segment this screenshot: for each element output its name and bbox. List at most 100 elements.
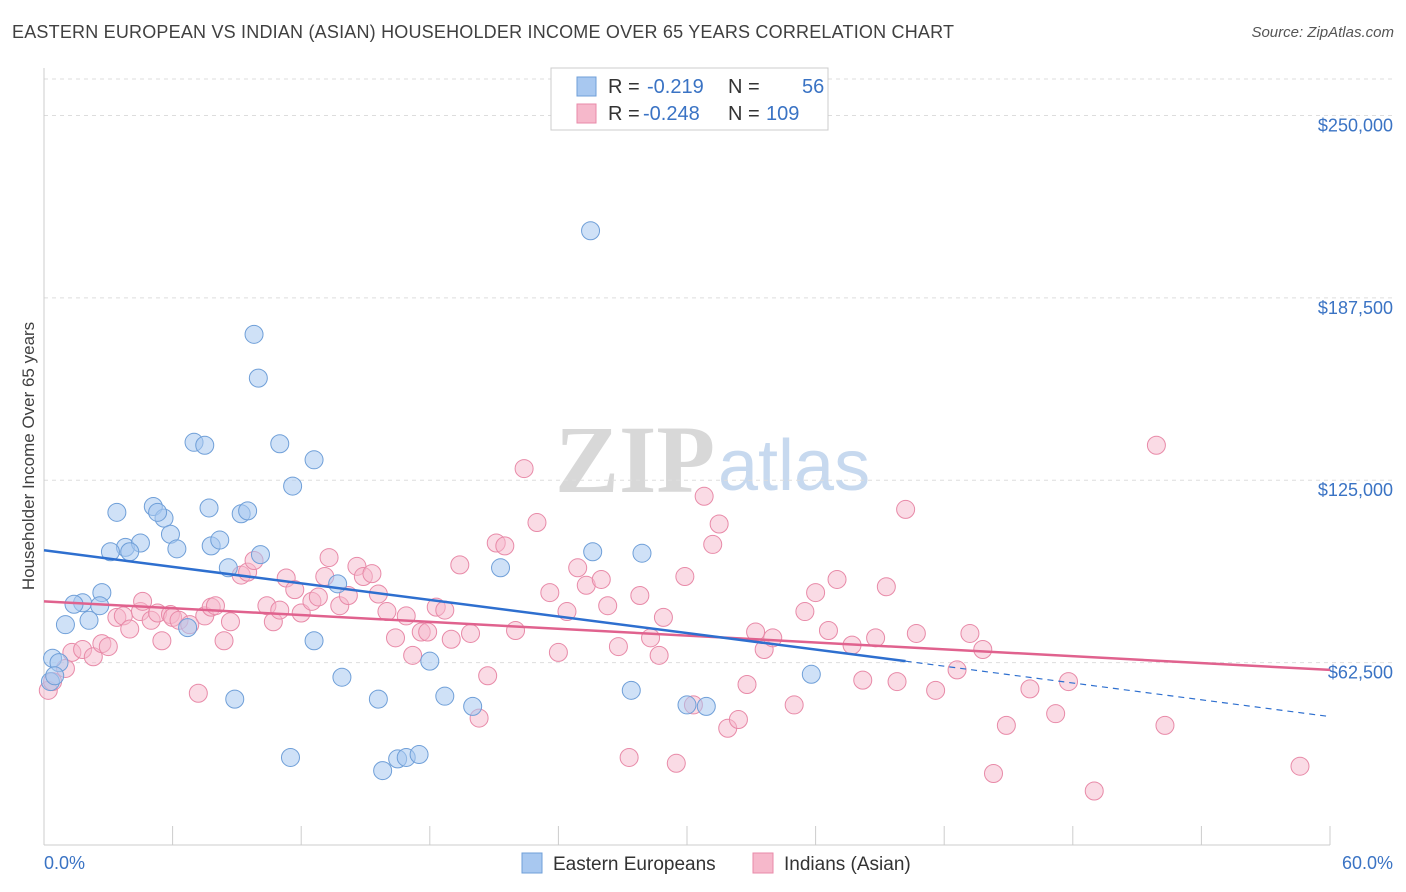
eastern-europeans-point <box>801 664 821 684</box>
legend-n-value-2: 109 <box>766 103 799 125</box>
eastern-europeans-point <box>463 696 483 716</box>
eastern-europeans-point <box>280 747 300 767</box>
eastern-europeans-point <box>148 502 168 522</box>
legend-r-value-1: -0.219 <box>647 76 704 98</box>
y-axis-label: Householder Income Over 65 years <box>19 322 38 590</box>
indians-asian-point <box>418 622 438 642</box>
indians-asian-point <box>887 672 907 692</box>
y-tick-labels: $62,500 $125,000 $187,500 $250,000 <box>1318 115 1393 682</box>
indians-asian-point <box>441 629 461 649</box>
bottom-legend-swatch-blue <box>521 852 543 874</box>
x-tick-label-max: 60.0% <box>1342 853 1393 873</box>
legend-r-label-1: R = <box>608 76 640 98</box>
y-tick-label: $125,000 <box>1318 480 1393 500</box>
eastern-europeans-point <box>581 221 601 241</box>
indians-asian-point <box>709 514 729 534</box>
indians-asian-point <box>649 645 669 665</box>
legend-n-label-2: N = <box>728 103 760 125</box>
indians-asian-point <box>737 675 757 695</box>
legend-n-label-1: N = <box>728 76 760 98</box>
eastern-europeans-point <box>420 651 440 671</box>
bottom-legend-swatch-pink <box>752 852 774 874</box>
indians-asian-point <box>1155 715 1175 735</box>
eastern-europeans-point <box>373 761 393 781</box>
indians-asian-point <box>598 596 618 616</box>
x-tick-label-min: 0.0% <box>44 853 85 873</box>
indians-asian-point <box>675 567 695 587</box>
indians-asian-point <box>608 637 628 657</box>
indians-asian-point <box>983 764 1003 784</box>
indians-asian-point <box>1084 781 1104 801</box>
indians-asian-point <box>403 645 423 665</box>
indians-asian-point <box>926 680 946 700</box>
indians-asian-point <box>506 621 526 641</box>
eastern-europeans-points <box>40 221 821 781</box>
indians-asian-point <box>694 486 714 506</box>
correlation-legend: R = -0.219 N = 56 R = -0.248 N = 109 <box>550 67 829 131</box>
eastern-europeans-point <box>79 610 99 630</box>
y-tick-label: $250,000 <box>1318 115 1393 135</box>
eastern-europeans-point <box>368 689 388 709</box>
legend-swatch-blue <box>576 76 597 97</box>
eastern-europeans-trendline <box>43 549 906 663</box>
source-credit: Source: ZipAtlas.com <box>1251 24 1394 41</box>
indians-asian-point <box>319 548 339 568</box>
indians-asian-point <box>666 753 686 773</box>
eastern-europeans-point <box>696 696 716 716</box>
eastern-europeans-point <box>195 435 215 455</box>
indians-asian-point <box>362 564 382 584</box>
indians-asian-point <box>308 587 328 607</box>
trend-lines <box>43 549 1331 718</box>
indians-asian-point <box>996 715 1016 735</box>
legend-r-label-2: R = <box>608 103 640 125</box>
indians-asian-point <box>630 586 650 606</box>
indians-asian-point <box>548 642 568 662</box>
eastern-europeans-trendline-extension <box>905 660 1331 718</box>
series-legend: Eastern Europeans Indians (Asian) <box>521 852 911 875</box>
indians-asian-point <box>947 660 967 680</box>
eastern-europeans-point <box>677 695 697 715</box>
indians-asian-point <box>896 499 916 519</box>
legend-box <box>550 67 829 131</box>
eastern-europeans-point <box>409 745 429 765</box>
indians-asian-point <box>619 747 639 767</box>
y-tick-label: $187,500 <box>1318 298 1393 318</box>
indians-asian-trendline <box>43 600 1331 672</box>
eastern-europeans-point <box>244 324 264 344</box>
eastern-europeans-point <box>632 543 652 563</box>
indians-asian-point <box>83 647 103 667</box>
indians-asian-point <box>827 569 847 589</box>
indians-asian-point <box>641 628 661 648</box>
indians-asian-point <box>960 623 980 643</box>
indians-asian-point <box>152 631 172 651</box>
eastern-europeans-point <box>304 631 324 651</box>
y-tick-label: $62,500 <box>1328 663 1393 683</box>
indians-asian-point <box>853 670 873 690</box>
eastern-europeans-point <box>304 450 324 470</box>
indians-asian-point <box>450 555 470 575</box>
eastern-europeans-point <box>55 615 75 635</box>
indians-asian-point <box>1020 679 1040 699</box>
indians-asian-point <box>98 637 118 657</box>
indians-asian-point <box>540 583 560 603</box>
indians-asian-point <box>120 619 140 639</box>
indians-asian-point <box>876 577 896 597</box>
eastern-europeans-point <box>491 558 511 578</box>
eastern-europeans-point <box>45 666 65 686</box>
eastern-europeans-point <box>238 501 258 521</box>
indians-asian-point <box>795 602 815 622</box>
indians-asian-point <box>461 623 481 643</box>
watermark-atlas: atlas <box>718 426 870 506</box>
indians-asian-point <box>591 569 611 589</box>
eastern-europeans-point <box>283 476 303 496</box>
eastern-europeans-point <box>120 542 140 562</box>
eastern-europeans-point <box>167 539 187 559</box>
indians-asian-point <box>568 558 588 578</box>
eastern-europeans-point <box>178 618 198 638</box>
indians-asian-point <box>270 600 290 620</box>
indians-asian-point <box>514 459 534 479</box>
eastern-europeans-point <box>225 689 245 709</box>
legend-n-value-1: 56 <box>802 76 824 98</box>
eastern-europeans-point <box>270 434 290 454</box>
indians-asian-point <box>973 639 993 659</box>
